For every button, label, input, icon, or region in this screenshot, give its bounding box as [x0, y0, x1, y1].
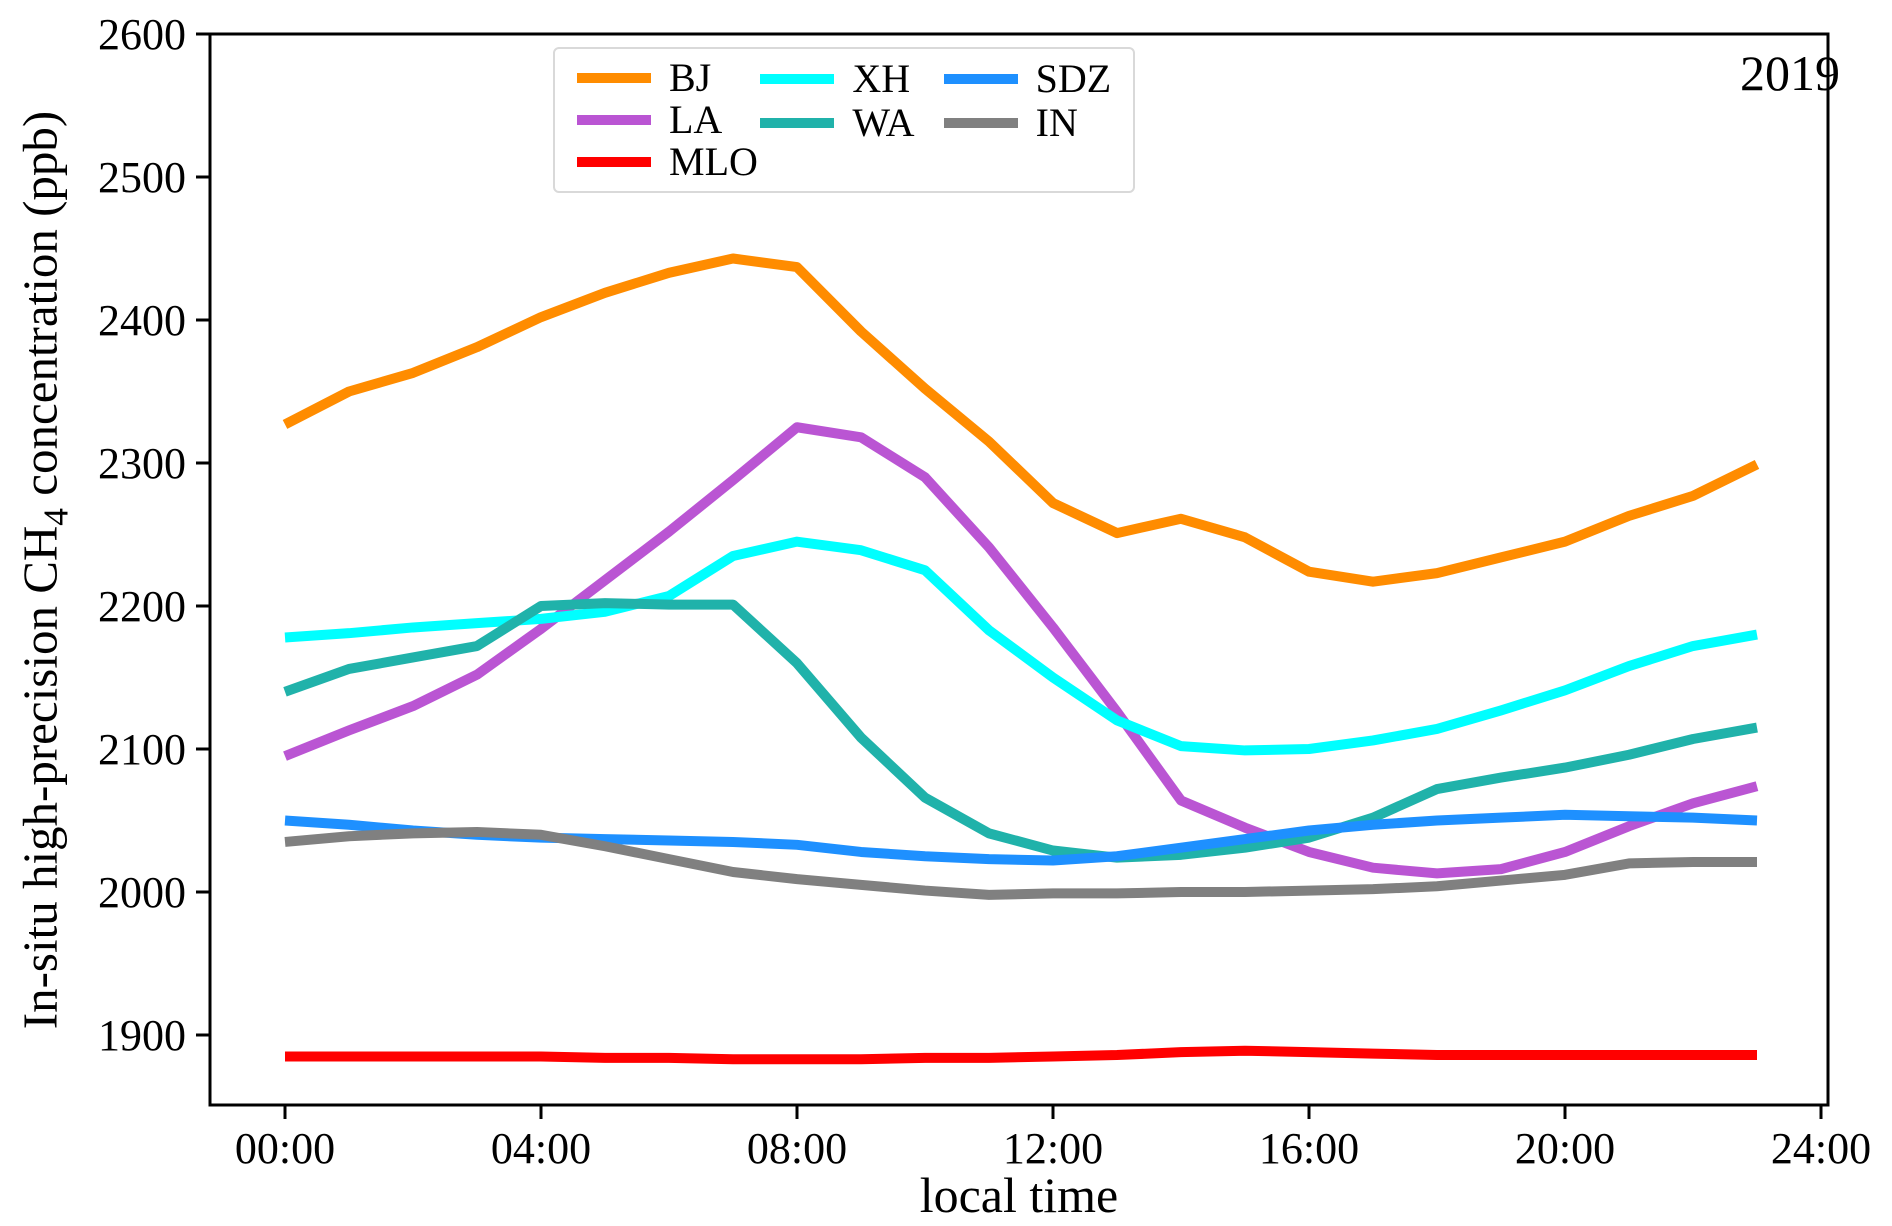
legend-label-LA: LA	[669, 97, 723, 142]
y-axis-title-text: In-situ high-precision CH	[12, 525, 68, 1030]
y-tick-label: 2100	[98, 725, 186, 774]
legend-label-WA: WA	[852, 100, 915, 145]
legend-item-MLO: MLO	[577, 141, 760, 183]
y-axis-title-subscript: 4	[36, 508, 76, 526]
x-tick-label: 00:00	[235, 1124, 335, 1173]
y-axis-title-units: concentration (ppb)	[12, 110, 68, 509]
legend: BJ LA MLO XH WA SDZ IN	[553, 47, 1135, 193]
legend-label-XH: XH	[852, 56, 911, 101]
x-tick-label: 08:00	[747, 1124, 847, 1173]
legend-column: XH WA	[760, 57, 943, 183]
y-axis-title: In-situ high-precision CH4 concentration…	[12, 111, 77, 1029]
legend-swatch-BJ	[577, 73, 651, 83]
series-line-XH	[284, 536, 1758, 756]
legend-swatch-MLO	[577, 157, 651, 167]
y-tick-label: 1900	[98, 1011, 186, 1060]
series-line-WA	[283, 598, 1758, 863]
series-line-IN	[284, 826, 1757, 900]
legend-item-WA: WA	[760, 101, 943, 145]
legend-swatch-WA	[760, 118, 835, 128]
legend-swatch-XH	[760, 74, 835, 84]
x-tick-label: 24:00	[1771, 1124, 1871, 1173]
legend-swatch-LA	[577, 115, 651, 125]
legend-item-BJ: BJ	[577, 57, 760, 99]
y-tick-label: 2000	[98, 868, 186, 917]
legend-label-BJ: BJ	[669, 55, 712, 100]
legend-swatch-IN	[943, 118, 1018, 128]
plot-border	[208, 32, 1830, 1107]
y-tick-label: 2300	[98, 439, 186, 488]
series-line-BJ	[282, 253, 1760, 587]
legend-label-MLO: MLO	[669, 139, 758, 184]
x-tick-label: 04:00	[491, 1124, 591, 1173]
legend-item-XH: XH	[760, 57, 943, 101]
legend-column: SDZ IN	[943, 56, 1127, 183]
legend-label-SDZ: SDZ	[1035, 56, 1112, 101]
legend-swatch-SDZ	[943, 74, 1018, 84]
legend-label-IN: IN	[1035, 100, 1078, 145]
y-tick-label: 2400	[98, 296, 186, 345]
legend-item-IN: IN	[943, 100, 1127, 145]
legend-item-SDZ: SDZ	[943, 56, 1127, 101]
legend-item-LA: LA	[577, 99, 760, 141]
year-annotation: 2019	[1740, 45, 1840, 101]
y-tick-label: 2500	[98, 153, 186, 202]
legend-column: BJ LA MLO	[577, 57, 760, 183]
y-tick-label: 2600	[98, 10, 186, 59]
x-tick-label: 12:00	[1003, 1124, 1103, 1173]
x-axis-title: local time	[919, 1167, 1119, 1223]
x-tick-label: 20:00	[1515, 1124, 1615, 1173]
y-tick-label: 2200	[98, 582, 186, 631]
x-tick-label: 16:00	[1259, 1124, 1359, 1173]
series-line-MLO	[285, 1045, 1757, 1065]
series-line-LA	[283, 422, 1759, 879]
